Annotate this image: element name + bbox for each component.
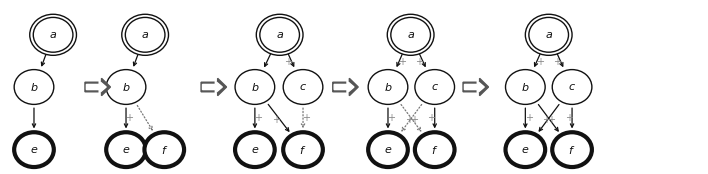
Text: +: +	[553, 57, 561, 67]
Text: $\it{e}$: $\it{e}$	[521, 145, 530, 155]
Text: +: +	[272, 115, 280, 125]
Ellipse shape	[283, 70, 323, 104]
Text: $\it{f}$: $\it{f}$	[299, 144, 307, 156]
Text: +: +	[404, 115, 413, 125]
FancyArrow shape	[464, 81, 484, 93]
Ellipse shape	[14, 70, 54, 104]
Text: $\it{a}$: $\it{a}$	[544, 30, 553, 40]
Text: $\it{c}$: $\it{c}$	[430, 82, 439, 92]
Text: +: +	[302, 113, 311, 123]
Text: +: +	[525, 113, 533, 123]
FancyArrow shape	[201, 78, 227, 96]
Text: $\it{f}$: $\it{f}$	[569, 144, 576, 156]
FancyArrow shape	[334, 81, 354, 93]
Text: +: +	[542, 115, 550, 125]
FancyArrow shape	[333, 78, 358, 96]
Ellipse shape	[235, 70, 275, 104]
Ellipse shape	[506, 132, 545, 167]
Text: +: +	[547, 115, 556, 125]
Ellipse shape	[144, 132, 184, 167]
Text: $\it{e}$: $\it{e}$	[384, 145, 392, 155]
Text: +: +	[564, 113, 573, 123]
Ellipse shape	[106, 70, 146, 104]
Text: $\it{a}$: $\it{a}$	[406, 30, 415, 40]
Ellipse shape	[506, 70, 545, 104]
Ellipse shape	[552, 70, 592, 104]
Text: +: +	[387, 113, 396, 123]
Ellipse shape	[125, 17, 165, 52]
Text: $\it{f}$: $\it{f}$	[161, 144, 168, 156]
Text: +: +	[410, 115, 418, 125]
FancyArrow shape	[85, 78, 110, 96]
Ellipse shape	[14, 132, 54, 167]
Ellipse shape	[415, 132, 455, 167]
Text: $\it{b}$: $\it{b}$	[251, 81, 259, 93]
Text: +: +	[399, 57, 406, 67]
Text: $\it{e}$: $\it{e}$	[251, 145, 259, 155]
Ellipse shape	[415, 70, 455, 104]
Ellipse shape	[368, 70, 408, 104]
Text: $\it{b}$: $\it{b}$	[384, 81, 392, 93]
Text: $\it{a}$: $\it{a}$	[49, 30, 57, 40]
Text: $\it{e}$: $\it{e}$	[30, 145, 38, 155]
Ellipse shape	[368, 132, 408, 167]
FancyArrow shape	[202, 81, 222, 93]
Ellipse shape	[529, 17, 569, 52]
Text: $\it{a}$: $\it{a}$	[141, 30, 149, 40]
Text: +: +	[125, 113, 134, 123]
Text: $\it{b}$: $\it{b}$	[30, 81, 38, 93]
Text: $\it{e}$: $\it{e}$	[122, 145, 130, 155]
Ellipse shape	[552, 132, 592, 167]
Text: +: +	[536, 57, 544, 67]
Text: $\it{b}$: $\it{b}$	[122, 81, 130, 93]
Ellipse shape	[106, 132, 146, 167]
FancyArrow shape	[86, 81, 106, 93]
FancyArrow shape	[463, 78, 489, 96]
Text: $\it{a}$: $\it{a}$	[275, 30, 284, 40]
Text: $\it{c}$: $\it{c}$	[299, 82, 307, 92]
Ellipse shape	[33, 17, 73, 52]
Text: $\it{f}$: $\it{f}$	[431, 144, 438, 156]
Text: +: +	[284, 57, 292, 67]
Text: +: +	[254, 113, 263, 123]
Ellipse shape	[235, 132, 275, 167]
Ellipse shape	[391, 17, 430, 52]
Text: $\it{c}$: $\it{c}$	[568, 82, 576, 92]
Ellipse shape	[283, 132, 323, 167]
Text: +: +	[416, 57, 423, 67]
Text: $\it{b}$: $\it{b}$	[521, 81, 530, 93]
Text: +: +	[427, 113, 435, 123]
Ellipse shape	[260, 17, 299, 52]
